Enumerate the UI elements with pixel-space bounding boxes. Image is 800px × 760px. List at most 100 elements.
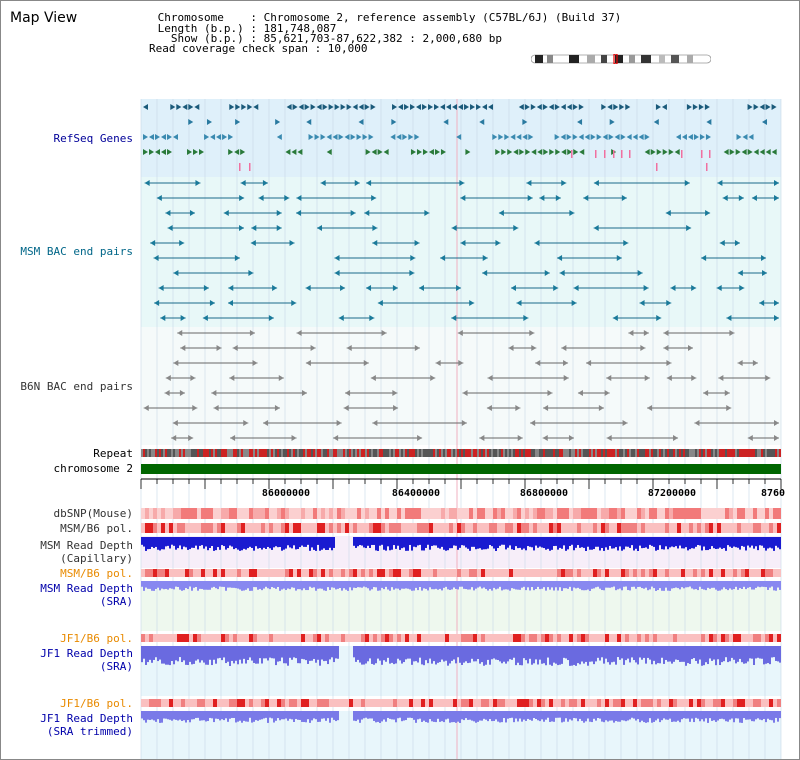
- jf1-depth-trim-bar: [241, 711, 243, 723]
- dbsnp-heat-cell: [481, 508, 485, 519]
- jf1-depth-sra-bar: [333, 646, 335, 663]
- jf1-depth-trim-bar: [253, 711, 255, 722]
- chromosome-ideogram[interactable]: [531, 54, 711, 64]
- gene-exon: [298, 104, 304, 110]
- msm-depth-sra-bar: [385, 581, 387, 587]
- jf1-depth-sra-bar: [571, 646, 573, 666]
- jf1-depth-sra-bar: [407, 646, 409, 659]
- gene-exon: [729, 149, 735, 155]
- gene-exon: [320, 134, 326, 140]
- msm-depth-sra-bar: [383, 581, 385, 590]
- msm-pol-heat-cell: [185, 523, 189, 533]
- gene-exon: [167, 134, 172, 140]
- jf1-depth-sra-bar: [317, 646, 319, 660]
- msm-pol-heat-cell: [413, 523, 417, 533]
- msm-pol-heat-cell: [409, 523, 413, 533]
- msm-depth-sra-bar: [689, 581, 691, 587]
- jf1-pol-heat-cell: [649, 634, 653, 642]
- length-info: Length (b.p.) : 181,748,087: [151, 22, 337, 35]
- msm-depth-sra-bar: [627, 581, 629, 591]
- jf1-depth-trim-bar: [615, 711, 617, 722]
- repeat-segment: [185, 449, 187, 457]
- bac-end-head: [240, 180, 246, 186]
- jf1-depth-sra-bar: [287, 646, 289, 666]
- jf1-depth-trim-bar: [665, 711, 667, 720]
- jf1-depth-trim-bar: [557, 711, 559, 718]
- jf1-depth-sra-bar: [569, 646, 571, 666]
- msm-depth-cap-bar: [413, 537, 415, 547]
- jf1-depth-trim-bar: [521, 711, 523, 722]
- bac-end-head: [248, 270, 254, 276]
- msm-pol-heat-cell: [717, 523, 721, 533]
- bac-end-head: [737, 270, 743, 276]
- jf1-depth-trim-bar: [689, 711, 691, 722]
- msm-pol-sra-heat-cell: [337, 569, 341, 577]
- msm-pol-heat-cell: [421, 523, 425, 533]
- msm-depth-sra-bar: [593, 581, 595, 589]
- msm-depth-cap-bar: [641, 537, 643, 549]
- bac-end-head: [665, 210, 671, 216]
- msm-pol-heat-cell: [741, 523, 745, 533]
- bac-end-head: [774, 195, 779, 201]
- gene-exon: [656, 149, 662, 155]
- gene-exon: [204, 134, 210, 140]
- repeat-segment: [519, 449, 521, 457]
- jf1-depth-sra-bar: [669, 646, 671, 662]
- msm-depth-sra-bar: [169, 581, 171, 589]
- jf1-pol-heat-cell: [501, 634, 505, 642]
- repeat-segment: [779, 449, 781, 457]
- jf1-depth-sra-bar: [711, 646, 713, 661]
- repeat-segment: [689, 449, 691, 457]
- jf1-pol-trim-heat-cell: [329, 699, 333, 707]
- repeat-segment: [255, 449, 257, 457]
- msm-pol-sra-heat-cell: [289, 569, 293, 577]
- jf1-pol-heat-cell: [333, 634, 337, 642]
- jf1-pol-heat-cell: [349, 634, 353, 642]
- msm-pol-heat-cell: [149, 523, 153, 533]
- msm-pol-heat-cell: [325, 523, 329, 533]
- bac-end-head: [561, 180, 567, 186]
- jf1-depth-trim-bar: [729, 711, 731, 720]
- msm-pol-heat-cell: [177, 523, 181, 533]
- gene-exon: [674, 149, 680, 155]
- msm-pol-sra-heat-cell: [513, 569, 517, 577]
- gene-exon: [291, 149, 297, 155]
- gene-exon: [391, 119, 397, 125]
- jf1-depth-trim-bar: [209, 711, 211, 718]
- jf1-depth-sra-bar: [601, 646, 603, 658]
- msm-depth-sra-bar: [181, 581, 183, 591]
- repeat-segment: [179, 449, 181, 457]
- dbsnp-heat-cell: [709, 508, 713, 519]
- jf1-pol-heat-cell: [569, 634, 573, 642]
- msm-pol-sra-heat-cell: [309, 569, 313, 577]
- jf1-pol-heat-cell: [717, 634, 721, 642]
- bac-end-head: [495, 240, 501, 246]
- jf1-pol-heat-cell: [505, 634, 509, 642]
- msm-depth-cap-bar: [747, 537, 749, 546]
- label-sra-trimmed: (SRA trimmed): [46, 725, 133, 738]
- jf1-pol-heat-cell: [269, 634, 273, 642]
- dbsnp-heat-cell: [177, 508, 181, 519]
- jf1-depth-sra-bar: [597, 646, 599, 658]
- msm-pol-heat-cell: [321, 523, 325, 533]
- msm-pol-sra-heat-cell: [605, 569, 609, 577]
- repeat-segment: [339, 449, 341, 457]
- jf1-depth-trim-bar: [585, 711, 587, 722]
- bac-end-head: [460, 240, 466, 246]
- bac-end-head: [606, 435, 612, 441]
- jf1-pol-trim-heat-cell: [713, 699, 717, 707]
- jf1-depth-sra-bar: [141, 646, 143, 663]
- gene-exon: [753, 104, 759, 110]
- dbsnp-heat-cell: [597, 508, 601, 519]
- jf1-depth-trim-bar: [451, 711, 453, 723]
- gene-mark: [239, 163, 241, 171]
- gene-exon: [613, 104, 619, 110]
- bac-end-head: [372, 240, 378, 246]
- msm-depth-cap-bar: [573, 537, 575, 551]
- gene-exon: [408, 134, 414, 140]
- jf1-depth-sra-bar: [749, 646, 751, 659]
- jf1-depth-sra-bar: [429, 646, 431, 659]
- jf1-depth-sra-bar: [493, 646, 495, 659]
- jf1-depth-trim-bar: [671, 711, 673, 722]
